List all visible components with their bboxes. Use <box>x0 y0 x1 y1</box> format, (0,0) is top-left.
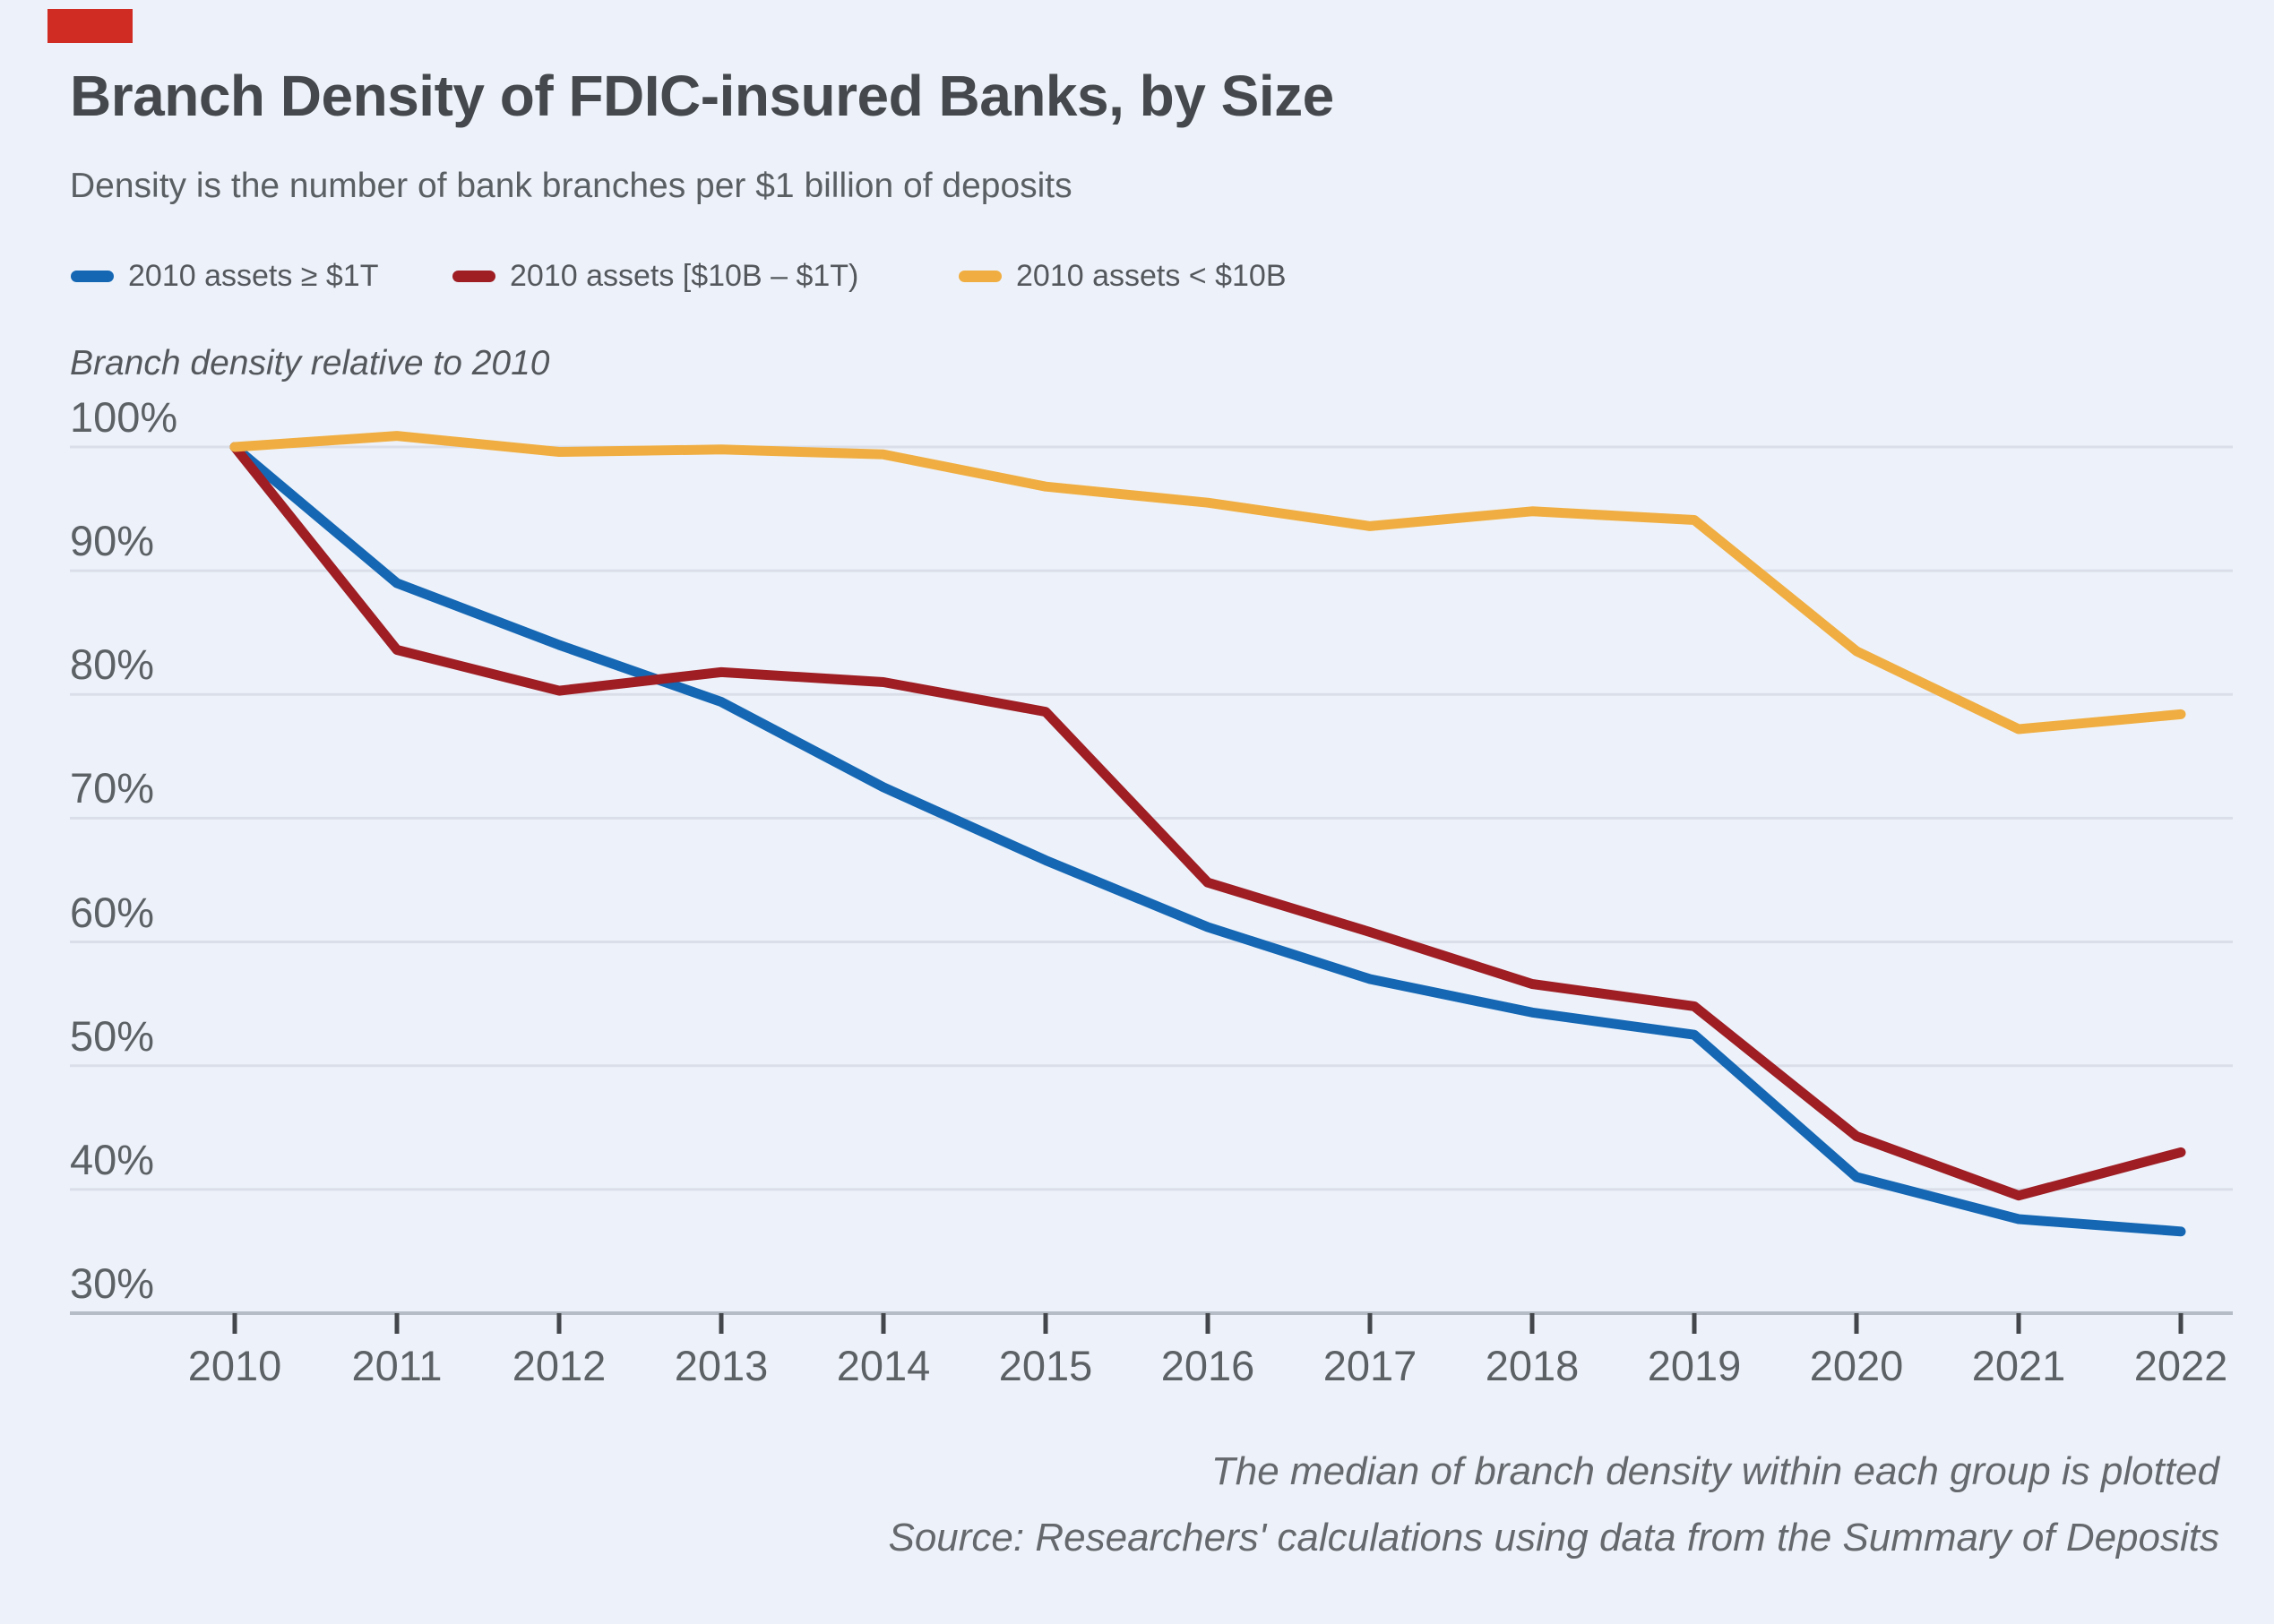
x-tick-label-2017: 2017 <box>1322 1342 1417 1389</box>
y-tick-label-30: 30% <box>70 1259 155 1307</box>
x-tick-label-2019: 2019 <box>1647 1342 1742 1389</box>
y-tick-label-80: 80% <box>70 640 155 689</box>
x-tick-label-2016: 2016 <box>1160 1342 1255 1389</box>
x-tick-label-2014: 2014 <box>836 1342 931 1389</box>
legend-label: 2010 assets [$10B – $1T) <box>510 258 859 293</box>
y-tick-label-70: 70% <box>70 764 155 812</box>
legend-label: 2010 assets ≥ $1T <box>128 258 379 293</box>
legend-swatch-red <box>452 270 495 282</box>
nber-logo-block <box>47 9 133 43</box>
chart-subtitle: Density is the number of bank branches p… <box>70 167 1072 205</box>
legend-item-small-banks: 2010 assets < $10B <box>959 258 1287 294</box>
legend-swatch-orange <box>959 270 1002 282</box>
chart-title: Branch Density of FDIC-insured Banks, by… <box>70 64 1334 128</box>
x-tick-label-2018: 2018 <box>1485 1342 1580 1389</box>
x-tick-label-2015: 2015 <box>998 1342 1093 1389</box>
y-tick-label-50: 50% <box>70 1011 155 1060</box>
x-tick-label-2022: 2022 <box>2133 1342 2228 1389</box>
x-tick-label-2012: 2012 <box>512 1342 607 1389</box>
legend-label: 2010 assets < $10B <box>1016 258 1287 293</box>
x-tick-label-2010: 2010 <box>187 1342 282 1389</box>
x-tick-label-2020: 2020 <box>1809 1342 1904 1389</box>
y-tick-label-60: 60% <box>70 888 155 936</box>
legend-item-medium-banks: 2010 assets [$10B – $1T) <box>452 258 858 294</box>
x-tick-label-2021: 2021 <box>1971 1342 2066 1389</box>
legend-item-large-banks: 2010 assets ≥ $1T <box>71 258 379 294</box>
legend-swatch-blue <box>71 270 114 282</box>
series-line-0 <box>229 442 2186 1237</box>
x-tick-label-2013: 2013 <box>674 1342 769 1389</box>
x-tick-label-2011: 2011 <box>351 1342 443 1389</box>
series-line-1 <box>229 442 2186 1201</box>
y-tick-label-40: 40% <box>70 1135 155 1183</box>
footer-notes: The median of branch density within each… <box>888 1439 2219 1571</box>
series-line-2 <box>229 431 2186 735</box>
footer-note: The median of branch density within each… <box>1210 1449 2219 1493</box>
y-tick-label-100: 100% <box>70 393 178 441</box>
y-tick-label-90: 90% <box>70 517 155 565</box>
y-axis-title: Branch density relative to 2010 <box>70 344 550 382</box>
footer-source: Source: Researchers' calculations using … <box>888 1516 2219 1560</box>
legend: 2010 assets ≥ $1T 2010 assets [$10B – $1… <box>71 258 1415 294</box>
